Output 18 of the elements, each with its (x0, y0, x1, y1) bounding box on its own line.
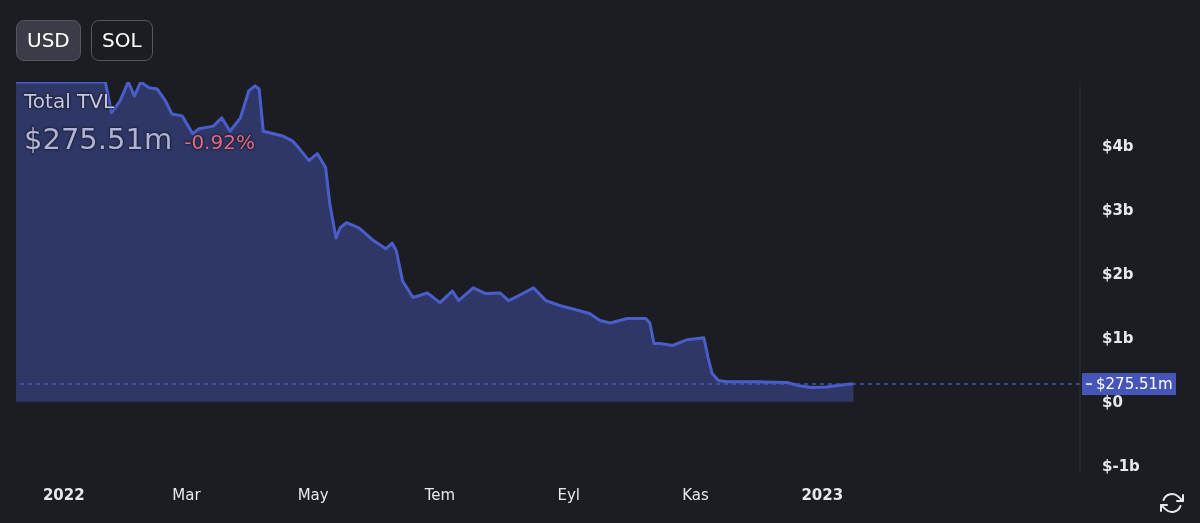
x-tick-label: 2022 (42, 486, 85, 504)
y-tick-label: $3b (1102, 200, 1134, 219)
y-tick-label: $-1b (1102, 456, 1141, 475)
y-tick-label: $2b (1102, 264, 1134, 283)
y-tick-label: $1b (1102, 328, 1134, 347)
ref-line-label: $275.51m (1096, 375, 1173, 394)
toggle-button: USD (16, 20, 81, 61)
x-tick-label: May (297, 486, 329, 504)
annotation: -0.92% (184, 130, 255, 154)
x-tick-label: Eyl (557, 486, 581, 504)
x-tick-label: Kas (682, 486, 710, 504)
toggle-button: SOL (91, 20, 153, 61)
x-tick-label: 2023 (801, 486, 844, 504)
y-tick-label: $0 (1102, 392, 1123, 411)
x-tick-label: Tem (423, 486, 456, 504)
x-tick-label: Mar (172, 486, 202, 504)
text: $275.51m (24, 122, 173, 156)
y-tick-label: $4b (1102, 136, 1134, 155)
